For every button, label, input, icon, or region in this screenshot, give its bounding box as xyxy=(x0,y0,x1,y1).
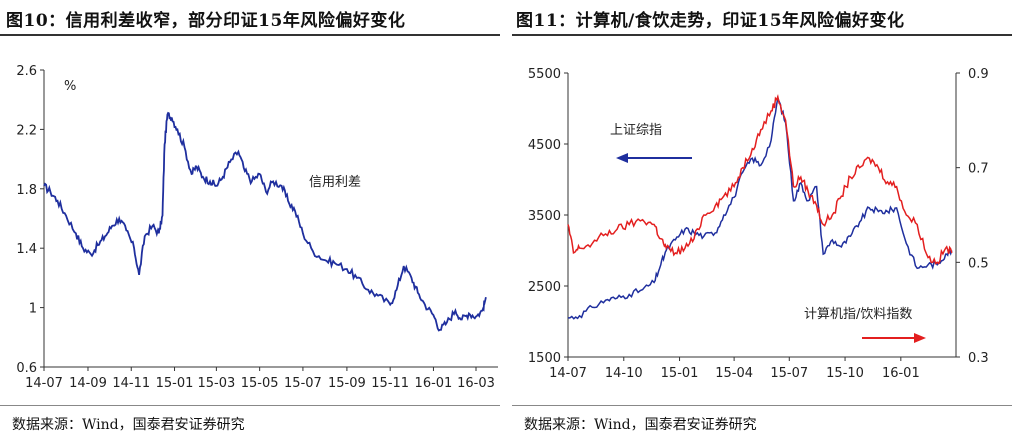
right-arrow-icon xyxy=(914,333,926,343)
title-rule xyxy=(0,34,500,36)
x-tick-label: 15-01 xyxy=(661,366,699,381)
x-tick-label: 14-10 xyxy=(605,366,643,381)
y-tick-label: 1 xyxy=(29,302,37,317)
figure-11-panel: 图11：计算机/食饮走势，印证15年风险偏好变化 1500 2500 3500 450… xyxy=(506,0,1012,444)
series-line-credit-spread xyxy=(43,111,487,332)
figure-title: 图11：计算机/食饮走势，印证15年风险偏好变化 xyxy=(516,11,905,31)
x-tick-label: 14-07 xyxy=(25,376,63,391)
figure-10-panel: 图10：信用利差收窄，部分印证15年风险偏好变化 0.6 1 1.4 1.8 2.2 2.… xyxy=(0,11,500,433)
right-y-tick-label: 0.3 xyxy=(968,351,989,366)
y-tick-label: 2.2 xyxy=(16,123,37,138)
source-rule xyxy=(512,405,1012,406)
series-annotation: 信用利差 xyxy=(309,175,361,190)
x-tick-label: 16-01 xyxy=(415,376,453,391)
x-tick-label: 15-07 xyxy=(284,376,322,391)
source-note: 数据来源：Wind，国泰君安证券研究 xyxy=(524,417,757,433)
series-line-computer-beverage-ratio xyxy=(567,93,953,265)
y-tick-label: 0.6 xyxy=(16,361,37,376)
figure-title: 图10：信用利差收窄，部分印证15年风险偏好变化 xyxy=(6,11,406,31)
x-tick-label: 14-09 xyxy=(69,376,107,391)
y-tick-label: 1.4 xyxy=(16,242,37,257)
source-rule xyxy=(0,405,500,406)
right-y-tick-label: 0.7 xyxy=(968,162,989,177)
x-tick-label: 15-01 xyxy=(156,376,194,391)
left-y-tick-label: 1500 xyxy=(528,351,561,366)
x-tick-label: 15-03 xyxy=(197,376,235,391)
x-tick-label: 15-05 xyxy=(241,376,279,391)
series-annotation: 计算机指/饮料指数 xyxy=(804,307,912,322)
y-tick-label: 1.8 xyxy=(16,183,37,198)
series-line-shanghai-composite xyxy=(568,94,953,320)
x-tick-label: 16-01 xyxy=(882,366,920,381)
source-note: 数据来源：Wind，国泰君安证券研究 xyxy=(12,417,245,433)
left-y-tick-label: 5500 xyxy=(528,67,561,82)
x-tick-label: 15-11 xyxy=(371,376,409,391)
x-tick-label: 14-07 xyxy=(549,366,587,381)
x-tick-label: 15-04 xyxy=(715,366,753,381)
credit-spread-chart: 0.611.41.82.22.614-07 14-09 14-11 15-01 15-0… xyxy=(16,64,498,391)
title-rule xyxy=(512,34,1012,36)
x-tick-label: 16-03 xyxy=(457,376,495,391)
series-annotation: 上证综指 xyxy=(610,123,662,138)
left-y-tick-label: 2500 xyxy=(528,280,561,295)
right-y-tick-label: 0.9 xyxy=(968,67,989,82)
left-y-tick-label: 3500 xyxy=(528,209,561,224)
x-tick-label: 15-10 xyxy=(826,366,864,381)
index-comparison-chart: 1500 2500 3500 4500 5500 0.3 0.5 0.7 0.9 14-07 14-… xyxy=(528,67,989,381)
x-tick-label: 15-07 xyxy=(770,366,808,381)
left-arrow-icon xyxy=(616,153,628,163)
x-tick-label: 14-11 xyxy=(112,376,150,391)
x-tick-label: 15-09 xyxy=(328,376,366,391)
y-axis-unit: % xyxy=(64,79,76,94)
right-y-tick-label: 0.5 xyxy=(968,256,989,271)
left-y-tick-label: 4500 xyxy=(528,138,561,153)
y-tick-label: 2.6 xyxy=(16,64,37,79)
